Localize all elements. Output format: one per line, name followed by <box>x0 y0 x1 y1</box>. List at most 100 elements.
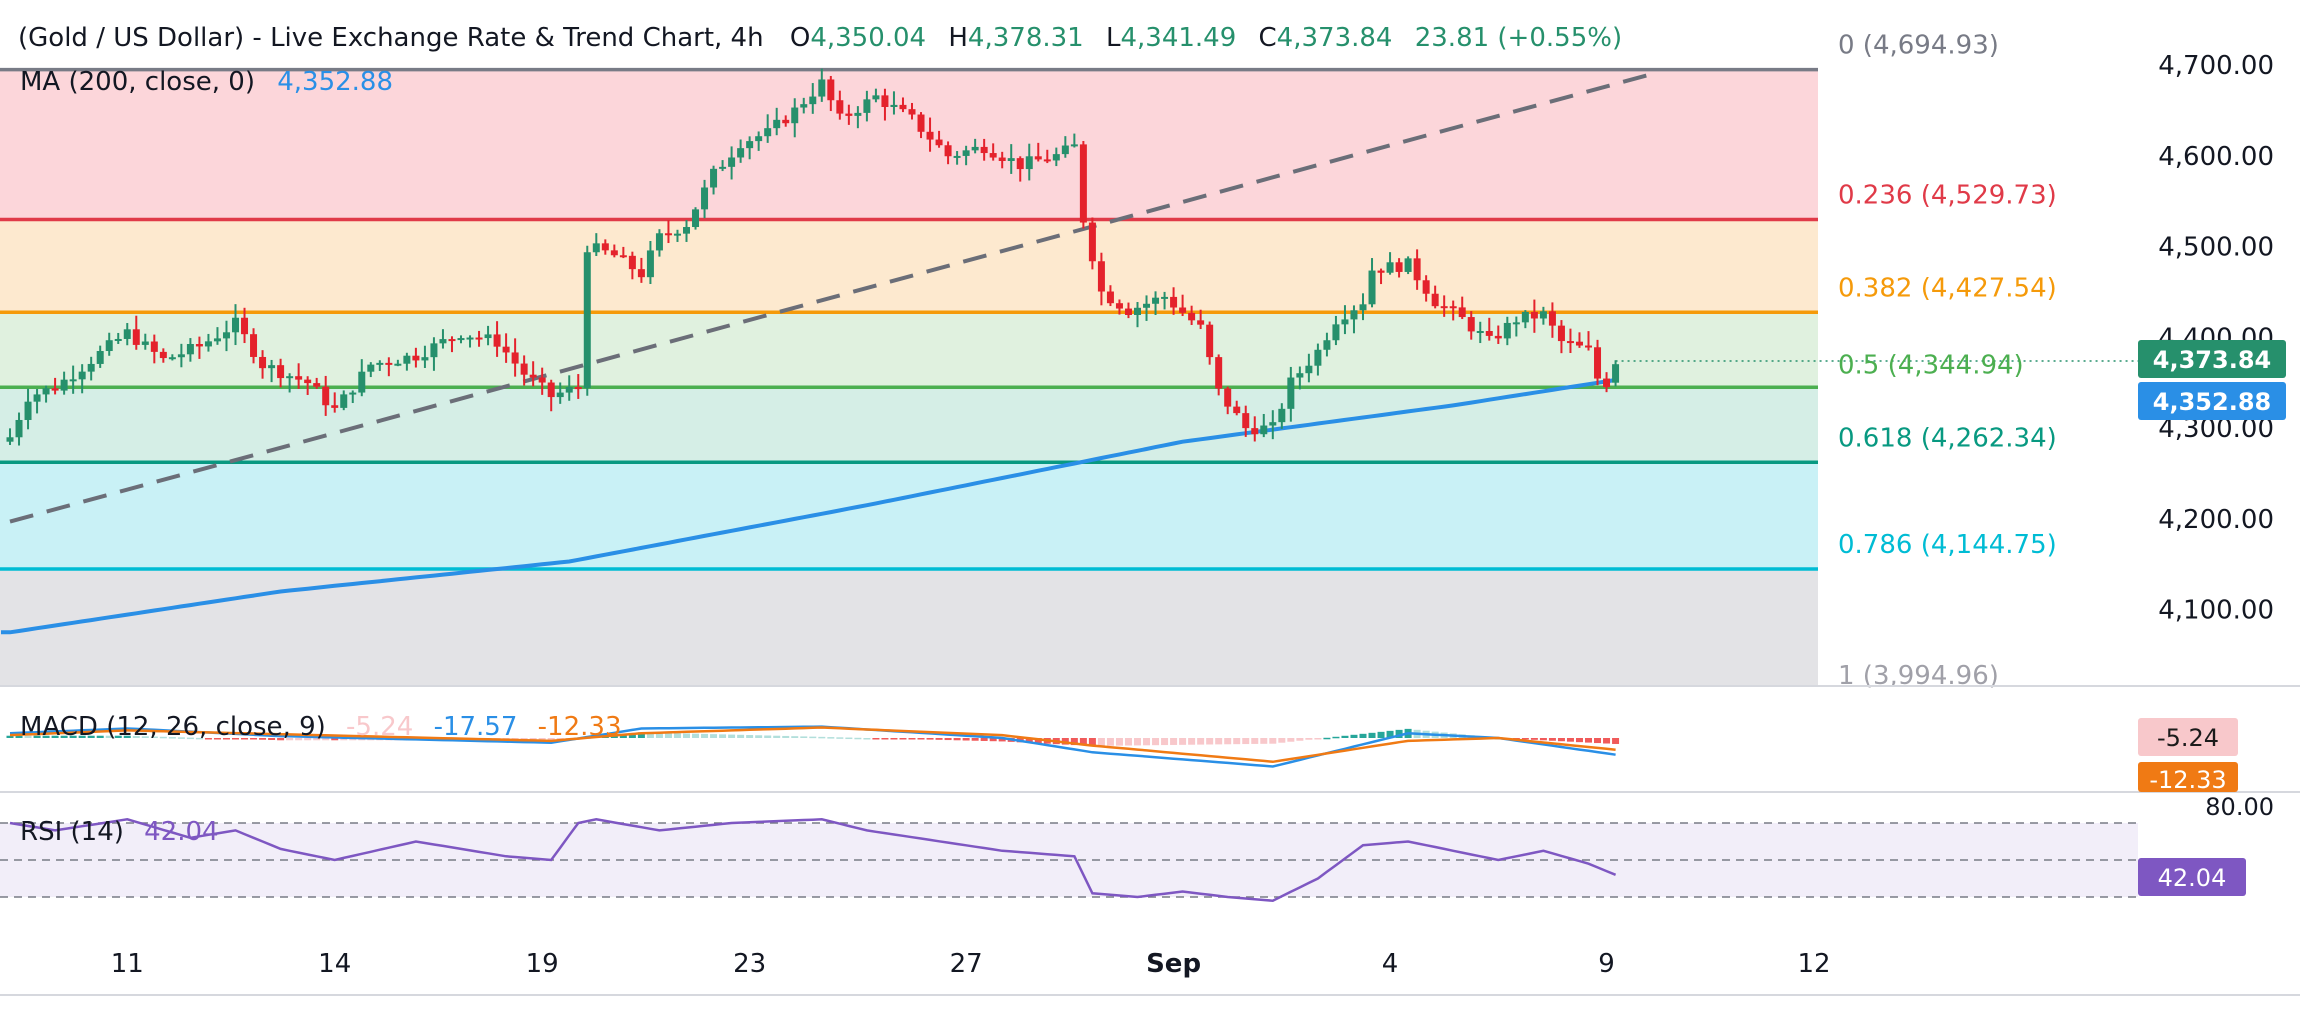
macd-hist-bar <box>232 738 239 740</box>
candle-body <box>412 355 420 361</box>
open-key: O <box>790 23 810 53</box>
chart-title: (Gold / US Dollar) - Live Exchange Rate … <box>18 23 764 53</box>
candle-body <box>520 363 528 375</box>
candle-body <box>186 344 194 355</box>
macd-hist-bar <box>69 735 77 738</box>
candle-body <box>890 104 898 107</box>
candle-body <box>989 153 997 158</box>
candle-body <box>168 357 176 360</box>
candle-body <box>295 376 303 380</box>
candle-body <box>1088 222 1096 262</box>
ma-value: 4,352.88 <box>277 67 393 97</box>
x-tick-label: 11 <box>111 949 144 979</box>
y-tick-label: 4,500.00 <box>2158 233 2274 263</box>
candle-body <box>33 394 41 402</box>
fib-zone <box>0 462 1818 570</box>
macd-hist-bar <box>213 738 221 740</box>
macd-hist-bar <box>1170 738 1178 745</box>
candle-body <box>701 187 709 210</box>
macd-hist-bar <box>168 737 176 739</box>
candle-body <box>809 96 817 105</box>
x-tick-label: 14 <box>318 949 351 979</box>
macd-hist-bar <box>1278 738 1286 743</box>
macd-hist-bar <box>1269 738 1277 744</box>
candle-body <box>926 131 934 140</box>
rsi-label: RSI (14) <box>20 817 124 847</box>
candle-body <box>1143 303 1151 308</box>
fib-label-0.786: 0.786 (4,144.75) <box>1838 530 2057 560</box>
high-key: H <box>948 23 968 53</box>
candle-body <box>69 379 77 382</box>
candle-body <box>1341 319 1349 325</box>
x-tick-label: 12 <box>1797 949 1830 979</box>
candle-body <box>1603 378 1611 388</box>
candle-body <box>1557 325 1565 342</box>
candle-body <box>1224 388 1232 407</box>
candle-body <box>466 337 474 340</box>
candle-body <box>836 100 844 114</box>
macd-hist-bar <box>313 738 321 741</box>
macd-hist-bar <box>673 733 681 738</box>
candle-body <box>195 344 203 347</box>
candle-body <box>782 119 790 124</box>
macd-hist-bar <box>1224 738 1232 745</box>
candle-body <box>673 233 681 236</box>
candle-body <box>601 243 609 251</box>
macd-hist-bar <box>42 735 50 738</box>
candle-body <box>1179 307 1187 313</box>
macd-hist-value: -5.24 <box>346 712 413 742</box>
candle-body <box>1242 413 1250 429</box>
candle-body <box>403 355 411 364</box>
macd-hist-bar <box>809 736 817 739</box>
candle-body <box>1070 144 1078 147</box>
rsi-line <box>9 818 1617 902</box>
macd-hist-bar <box>1359 733 1367 738</box>
x-tick-label: 9 <box>1598 949 1615 979</box>
macd-hist-bar <box>917 738 925 740</box>
macd-hist-bar <box>1557 738 1565 742</box>
trend-line[interactable] <box>9 72 1653 524</box>
time-axis[interactable]: 11 14 19 23 27 Sep 4 9 12 <box>111 949 1831 979</box>
x-tick-label: 27 <box>950 949 983 979</box>
candle-body <box>313 383 321 387</box>
candle-body <box>908 109 916 115</box>
svg-text:4,352.88: 4,352.88 <box>2153 388 2271 416</box>
candle-body <box>42 388 50 395</box>
candle-body <box>1115 303 1123 309</box>
candle-body <box>1016 158 1024 170</box>
candle-body <box>204 341 212 347</box>
candle-body <box>1485 330 1493 336</box>
x-tick-label: 23 <box>733 949 766 979</box>
y-tick-label: 4,700.00 <box>2158 51 2274 81</box>
candle-body <box>791 107 799 124</box>
candle-body <box>511 352 519 364</box>
candle-body <box>114 338 122 341</box>
candle-body <box>1233 406 1241 414</box>
candle-body <box>628 255 636 270</box>
candle-body <box>1260 425 1268 435</box>
candle-body <box>123 329 131 339</box>
macd-hist-bar <box>1603 738 1611 744</box>
macd-hist-bar <box>818 736 826 739</box>
macd-hist-bar <box>1260 738 1268 744</box>
candle-body <box>1079 144 1087 223</box>
macd-hist-bar <box>1612 738 1620 744</box>
candle-body <box>1377 270 1385 273</box>
fib-zone <box>0 569 1818 686</box>
macd-hist-bar <box>908 738 916 740</box>
macd-signal-badge: -12.33 <box>2138 762 2238 794</box>
candle-body <box>1612 364 1620 383</box>
fib-label-0.382: 0.382 (4,427.54) <box>1838 273 2057 303</box>
price-axis[interactable]: 4,100.004,200.004,300.004,400.004,500.00… <box>2158 51 2274 626</box>
fibonacci-zones <box>0 69 1818 686</box>
macd-value: -17.57 <box>434 712 518 742</box>
macd-hist-bar <box>1179 738 1187 745</box>
candle-body <box>1278 408 1286 423</box>
candle-body <box>1061 145 1069 155</box>
rsi-value: 42.04 <box>144 817 218 847</box>
signal-line <box>9 726 1616 764</box>
candle-body <box>863 99 871 113</box>
candle-body <box>899 104 907 110</box>
macd-hist-bar <box>1070 738 1078 746</box>
